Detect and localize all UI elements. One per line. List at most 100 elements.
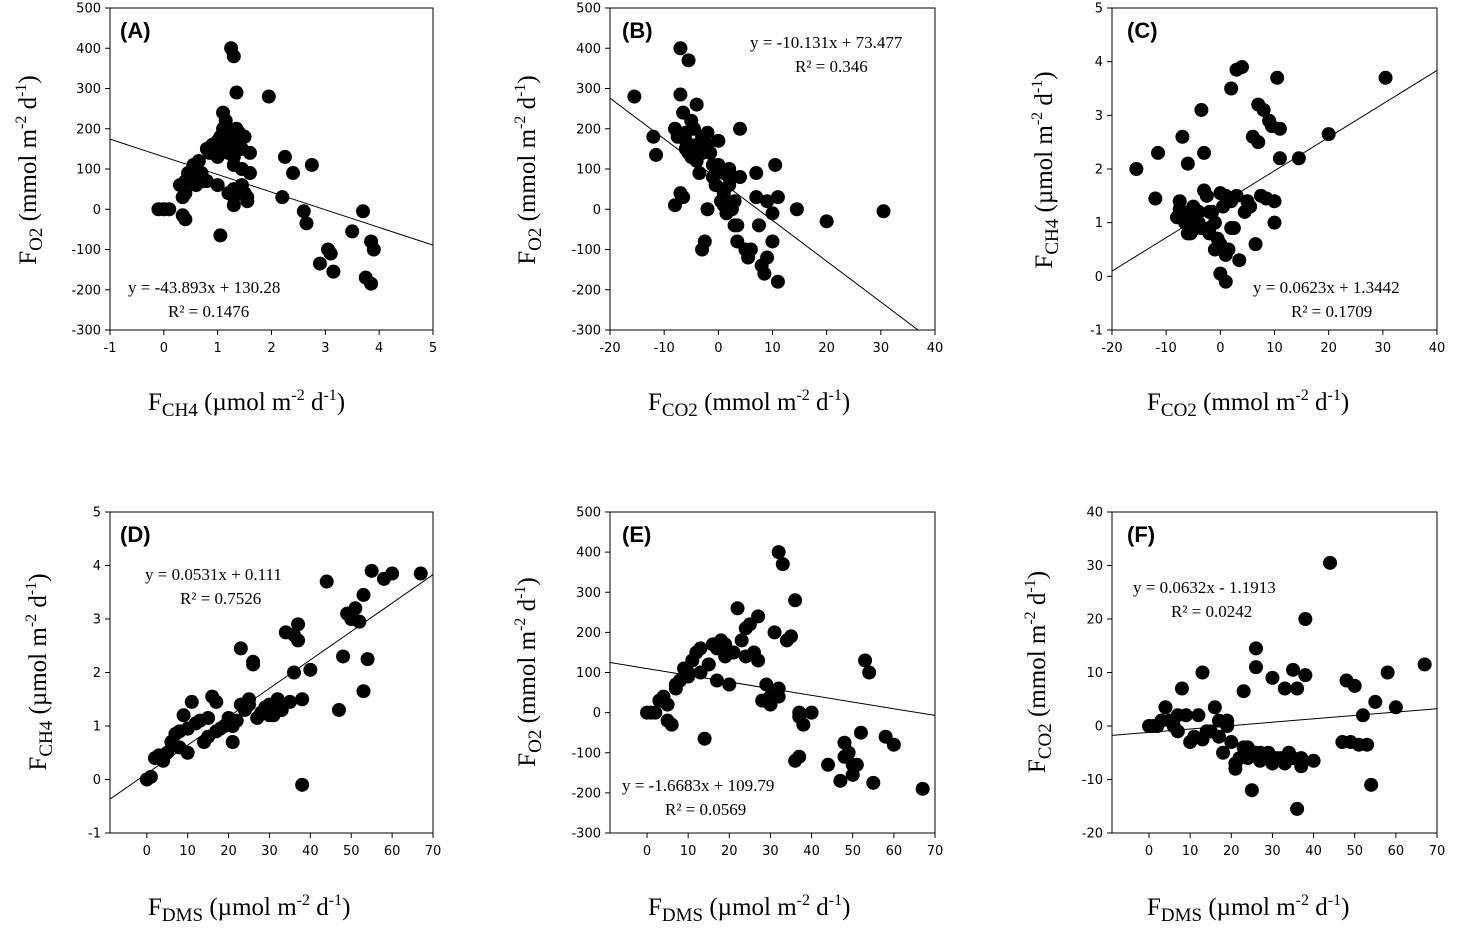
- y-tick-label: 20: [1086, 613, 1103, 628]
- x-tick-label: 0: [160, 341, 168, 356]
- data-point: [180, 745, 195, 760]
- axis-title-sub: O2: [525, 228, 546, 251]
- data-point: [697, 731, 712, 746]
- data-point: [676, 190, 691, 205]
- y-tick-label: -1: [88, 827, 101, 842]
- data-point: [364, 563, 379, 578]
- data-point: [1291, 151, 1306, 166]
- data-point: [1178, 210, 1193, 225]
- y-tick-label: 0: [593, 203, 601, 218]
- x-tick-label: 50: [1346, 844, 1363, 859]
- data-point: [1272, 121, 1287, 136]
- y-tick-label: 0: [93, 773, 101, 788]
- data-point: [819, 214, 834, 229]
- data-point: [261, 89, 276, 104]
- axis-title-suffix: ): [1341, 389, 1349, 416]
- data-point: [225, 735, 240, 750]
- r-squared: R² = 0.1709: [1291, 302, 1372, 321]
- data-point: [788, 753, 803, 768]
- data-point: [763, 697, 778, 712]
- axis-title-sup1: -2: [1022, 611, 1039, 624]
- axis-title-prefix: F: [148, 894, 162, 921]
- axis-title-mid: (mmol m: [1197, 389, 1296, 416]
- trend-line: [110, 138, 433, 246]
- axis-title-sup2: -1: [1328, 892, 1341, 909]
- axis-title-mid: (mmol m: [514, 128, 541, 227]
- axis-title-prefix: F: [1147, 894, 1161, 921]
- data-point: [1286, 662, 1301, 677]
- data-point: [218, 113, 233, 128]
- x-tick-label: 70: [1429, 844, 1446, 859]
- axis-title-mid: (µmol m: [25, 627, 52, 721]
- y-tick-label: 100: [576, 163, 601, 178]
- data-point: [1180, 226, 1195, 241]
- y-axis-title: FCH4 (µmol m-2 d-1): [23, 573, 57, 770]
- data-point: [1202, 204, 1217, 219]
- data-point: [323, 246, 338, 261]
- data-point: [178, 186, 193, 201]
- data-point: [242, 697, 257, 712]
- y-tick-label: 30: [1086, 559, 1103, 574]
- axis-title-mid2: d: [1309, 389, 1328, 416]
- x-tick-label: 30: [261, 844, 278, 859]
- data-point: [1216, 745, 1231, 760]
- data-point: [286, 665, 301, 680]
- data-point: [178, 212, 193, 227]
- data-point: [1194, 102, 1209, 117]
- axis-title-suffix: ): [842, 894, 850, 921]
- data-point: [757, 266, 772, 281]
- x-axis-title: FDMS (µmol m-2 d-1): [648, 892, 850, 926]
- data-point: [1195, 665, 1210, 680]
- x-tick-label: 0: [143, 844, 151, 859]
- y-tick-label: 400: [576, 42, 601, 57]
- axis-title-prefix: F: [1031, 255, 1058, 269]
- data-point: [242, 166, 257, 181]
- x-tick-label: 30: [1375, 341, 1392, 356]
- data-point: [668, 681, 683, 696]
- axis-title-mid2: d: [514, 96, 541, 115]
- x-tick-label: -20: [599, 341, 620, 356]
- axis-title-prefix: F: [1024, 759, 1051, 773]
- data-point: [1265, 756, 1280, 771]
- data-point: [784, 629, 799, 644]
- data-point: [210, 178, 225, 193]
- data-point: [1290, 681, 1305, 696]
- axis-title-prefix: F: [148, 389, 162, 416]
- y-tick-label: -200: [571, 283, 601, 298]
- axis-title-sup1: -2: [1029, 112, 1046, 125]
- data-point: [1368, 694, 1383, 709]
- regression-equation: y = -1.6683x + 109.79: [622, 776, 774, 795]
- data-point: [348, 601, 363, 616]
- data-point: [765, 206, 780, 221]
- data-point: [296, 204, 311, 219]
- data-point: [845, 757, 860, 772]
- y-tick-label: 200: [576, 122, 601, 137]
- data-point: [767, 625, 782, 640]
- x-tick-label: 20: [1223, 844, 1240, 859]
- data-point: [722, 170, 737, 185]
- data-point: [336, 649, 351, 664]
- data-point: [1224, 81, 1239, 96]
- data-point: [886, 737, 901, 752]
- y-tick-label: 5: [93, 506, 101, 521]
- axis-title-mid2: d: [1024, 592, 1051, 611]
- y-tick-label: 500: [576, 506, 601, 521]
- data-point: [770, 274, 785, 289]
- r-squared: R² = 0.346: [795, 57, 868, 76]
- y-tick-label: 0: [1095, 720, 1103, 735]
- y-tick-label: 3: [1095, 109, 1103, 124]
- y-tick-label: 300: [576, 82, 601, 97]
- axis-title-sup2: -1: [512, 84, 529, 97]
- data-point: [277, 149, 292, 164]
- axis-title-mid2: d: [305, 389, 324, 416]
- data-point: [858, 653, 873, 668]
- data-point: [1129, 162, 1144, 176]
- x-tick-label: 60: [886, 844, 903, 859]
- data-point: [1158, 700, 1173, 715]
- y-tick-label: 5: [1095, 2, 1103, 17]
- x-tick-label: 70: [927, 844, 944, 859]
- data-point: [1306, 753, 1321, 768]
- axis-title-sub: DMS: [662, 905, 703, 926]
- y-tick-label: 200: [576, 626, 601, 641]
